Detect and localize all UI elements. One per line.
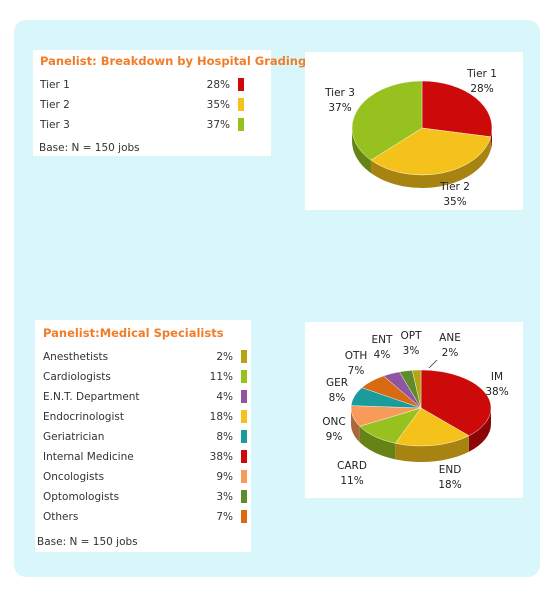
row-color-swatch — [241, 350, 247, 363]
table-row: Geriatrician 8% — [43, 428, 247, 448]
medical-specialists-pie-card: IM 38% END 18% CARD 11% ONC 9% GER 8% OTH 7% ENT 4% OP… — [305, 322, 523, 498]
hospital-grading-title: Panelist: Breakdown by Hospital Grading — [40, 54, 307, 68]
pie-side-onc — [351, 408, 360, 443]
pie-value-label-ger: 8% — [329, 392, 346, 404]
pie-value-label-ent: 4% — [374, 349, 391, 361]
row-label: Tier 2 — [40, 99, 70, 111]
pie-value-label-opt: 3% — [403, 345, 420, 357]
hospital-grading-pie-card: Tier 1 28% Tier 2 35% Tier 3 37% — [305, 52, 523, 210]
table-row: Anesthetists 2% — [43, 348, 247, 368]
row-label: Cardiologists — [43, 371, 111, 383]
pie-slice-ane — [411, 369, 422, 409]
medical-specialists-pie-chart: IM 38% END 18% CARD 11% ONC 9% GER 8% OTH 7% ENT 4% OP… — [322, 330, 508, 491]
pie-slice-tier-2 — [370, 127, 492, 176]
hospital-grading-base-note: Base: N = 150 jobs — [39, 142, 140, 154]
row-label: Tier 1 — [40, 79, 70, 91]
pie-label-tier-3: Tier 3 — [324, 87, 355, 99]
hospital-grading-table: Panelist: Breakdown by Hospital Grading … — [33, 50, 306, 156]
row-label: Tier 3 — [40, 119, 70, 131]
row-color-swatch — [241, 370, 247, 383]
pie-label-end: END — [439, 464, 462, 476]
row-percentage: 7% — [216, 511, 233, 523]
pie-label-tier-1: Tier 1 — [466, 68, 497, 80]
hospital-grading-pie-chart: Tier 1 28% Tier 2 35% Tier 3 37% — [324, 68, 497, 208]
pie-value-label-oth: 7% — [348, 365, 365, 377]
pie-label-ent: ENT — [372, 334, 393, 346]
pie-slice-tier-1 — [421, 80, 493, 138]
row-percentage: 3% — [216, 491, 233, 503]
row-percentage: 9% — [216, 471, 233, 483]
pie-slice-im — [420, 369, 492, 436]
table-row: Internal Medicine 38% — [43, 448, 247, 468]
row-label: Anesthetists — [43, 351, 109, 363]
pie-label-ger: GER — [326, 377, 348, 389]
medical-specialists-title: Panelist:Medical Specialists — [43, 326, 224, 340]
row-percentage: 35% — [206, 99, 230, 111]
pie-side-walls — [351, 408, 491, 462]
row-label: E.N.T. Department — [43, 391, 140, 403]
table-row: Cardiologists 11% — [43, 368, 247, 388]
table-row: Tier 3 37% — [40, 116, 244, 136]
row-percentage: 37% — [206, 119, 230, 131]
row-label: Geriatrician — [43, 431, 105, 443]
row-color-swatch — [241, 430, 247, 443]
pie-leader-line-ane — [428, 359, 438, 369]
pie-side-end — [395, 435, 469, 462]
row-percentage: 8% — [216, 431, 233, 443]
row-color-swatch — [238, 98, 244, 111]
row-color-swatch — [241, 410, 247, 423]
row-color-swatch — [241, 390, 247, 403]
row-percentage: 38% — [209, 451, 233, 463]
pie-label-opt: OPT — [400, 330, 422, 342]
table-row: Others 7% — [43, 508, 247, 528]
pie-side-tier-2 — [370, 136, 491, 188]
medical-specialists-table: Panelist:Medical Specialists Anesthetist… — [35, 320, 251, 552]
pie-slice-tier-3 — [351, 80, 423, 161]
row-percentage: 4% — [216, 391, 233, 403]
medical-specialists-base-note: Base: N = 150 jobs — [37, 536, 138, 548]
table-row: Optomologists 3% — [43, 488, 247, 508]
row-percentage: 11% — [209, 371, 233, 383]
row-percentage: 2% — [216, 351, 233, 363]
pie-label-onc: ONC — [322, 416, 345, 428]
row-color-swatch — [241, 470, 247, 483]
pie-value-label-ane: 2% — [442, 347, 459, 359]
row-label: Others — [43, 511, 79, 523]
pie-label-im: IM — [491, 371, 503, 383]
table-row: Tier 2 35% — [40, 96, 244, 116]
pie-side-card — [359, 426, 396, 460]
row-color-swatch — [241, 450, 247, 463]
row-color-swatch — [238, 78, 244, 91]
pie-value-label-tier-2: 35% — [443, 196, 466, 208]
row-color-swatch — [241, 490, 247, 503]
pie-label-oth: OTH — [345, 350, 368, 362]
row-label: Oncologists — [43, 471, 105, 483]
pie-side-im — [468, 408, 491, 452]
table-row: Oncologists 9% — [43, 468, 247, 488]
row-label: Internal Medicine — [43, 451, 134, 463]
pie-slice-end — [394, 407, 470, 447]
pie-value-label-onc: 9% — [326, 431, 343, 443]
row-label: Optomologists — [43, 491, 120, 503]
pie-value-label-im: 38% — [485, 386, 508, 398]
row-percentage: 18% — [209, 411, 233, 423]
row-percentage: 28% — [206, 79, 230, 91]
row-color-swatch — [241, 510, 247, 523]
table-row: Tier 1 28% — [40, 76, 244, 96]
row-label: Endocrinologist — [43, 411, 124, 423]
pie-value-label-card: 11% — [340, 475, 363, 487]
pie-value-label-tier-3: 37% — [328, 102, 351, 114]
table-row: E.N.T. Department 4% — [43, 388, 247, 408]
row-color-swatch — [238, 118, 244, 131]
pie-value-label-tier-1: 28% — [470, 83, 493, 95]
pie-label-card: CARD — [337, 460, 367, 472]
pie-value-label-end: 18% — [438, 479, 461, 491]
table-row: Endocrinologist 18% — [43, 408, 247, 428]
pie-label-tier-2: Tier 2 — [439, 181, 470, 193]
pie-label-ane: ANE — [439, 332, 461, 344]
pie-side-tier-3 — [352, 128, 371, 174]
